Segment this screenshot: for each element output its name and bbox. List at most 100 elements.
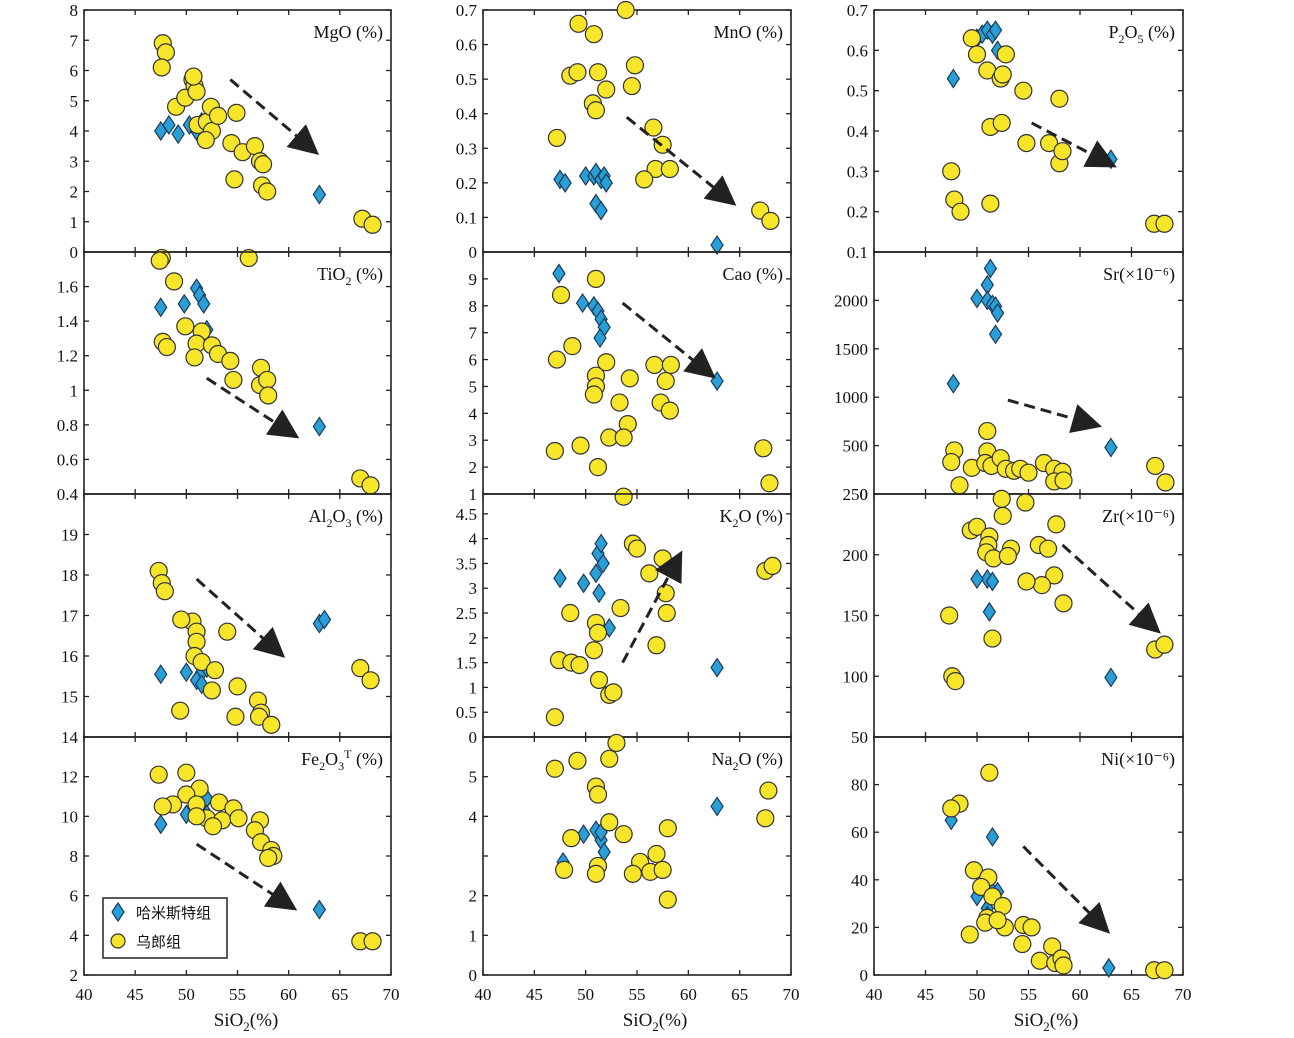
legend-label-diamond: 哈米斯特组: [136, 904, 211, 922]
data-point-circle: [942, 452, 961, 472]
data-point-circle: [224, 370, 243, 390]
data-point-circle: [600, 813, 619, 832]
data-point-circle: [205, 661, 225, 680]
data-point-circle: [647, 844, 666, 864]
legend-box: [102, 897, 228, 959]
y-tick-label: 6: [70, 62, 79, 81]
legend-label-circle: 乌郎组: [136, 933, 181, 951]
data-point-circle: [156, 43, 175, 62]
y-tick-label: 3.5: [456, 554, 477, 573]
data-point-circle: [1019, 463, 1038, 482]
y-tick-label: 0: [860, 485, 869, 504]
data-point-circle: [951, 202, 970, 221]
x-tick-label: 45: [127, 985, 144, 1004]
y-tick-label: 80: [851, 776, 868, 795]
data-point-circle: [202, 681, 222, 700]
data-point-circle: [614, 428, 633, 447]
x-tick-label: 40: [475, 985, 492, 1004]
data-point-circle: [569, 14, 588, 33]
data-point-circle: [588, 623, 608, 642]
data-point-diamond: [592, 583, 606, 604]
data-point-circle: [759, 781, 778, 800]
data-point-circle: [568, 63, 587, 82]
y-tick-label: 1000: [834, 388, 868, 407]
data-point-circle: [203, 817, 223, 836]
data-point-circle: [1013, 934, 1032, 954]
y-tick-label: 0.8: [57, 416, 78, 435]
data-point-circle: [964, 861, 984, 880]
panel-frame: [482, 9, 792, 253]
panel-label: K2O (%): [720, 506, 783, 530]
panel-5: 1 2 3 4 5 6 7 8 9 Cao (%): [469, 251, 792, 506]
panel-2: 0 0.1 0.2 0.3 0.4 0.5 0.6 0.7 MnO (%): [456, 0, 792, 262]
panel-frame: [873, 9, 1184, 253]
y-tick-label: 0.7: [456, 1, 478, 20]
data-point-circle: [1155, 214, 1174, 233]
data-point-circle: [262, 715, 281, 734]
y-tick-label: 0.4: [57, 485, 79, 504]
data-point-diamond: [985, 571, 1000, 592]
x-tick-label: 60: [680, 985, 697, 1004]
data-point-circle: [221, 351, 240, 370]
data-point-diamond: [154, 664, 168, 685]
data-point-circle: [1054, 471, 1073, 490]
y-tick-label: 2: [469, 458, 478, 477]
data-point-circle: [644, 118, 663, 137]
data-point-circle: [258, 370, 277, 390]
data-point-circle: [1053, 142, 1072, 161]
data-point-circle: [640, 564, 659, 583]
data-point-circle: [363, 932, 382, 951]
data-point-circle: [192, 652, 211, 672]
data-point-diamond: [1104, 437, 1118, 458]
data-point-diamond: [177, 293, 192, 314]
legend-diamond-marker: [111, 901, 125, 923]
data-point-diamond: [558, 172, 572, 193]
data-point-circle: [588, 63, 608, 82]
y-tick-label: 14: [61, 728, 79, 747]
data-point-diamond: [179, 662, 194, 683]
y-tick-label: 0.3: [456, 139, 477, 158]
data-point-circle: [196, 130, 215, 150]
data-point-circle: [610, 393, 629, 412]
data-point-circle: [760, 474, 779, 493]
legend: 哈米斯特组 乌郎组: [102, 897, 228, 959]
y-tick-label: 1.4: [57, 312, 79, 331]
data-point-circle: [988, 911, 1007, 930]
panel-label: Fe2O3T (%): [301, 747, 383, 773]
data-point-circle: [597, 353, 616, 372]
y-tick-label: 1: [469, 485, 478, 504]
data-point-circle: [551, 285, 571, 305]
data-point-diamond: [599, 172, 613, 193]
data-point-circle: [1146, 456, 1165, 476]
data-point-circle: [152, 58, 171, 77]
y-tick-label: 0.5: [847, 82, 868, 101]
data-point-diamond: [197, 293, 211, 314]
data-point-circle: [600, 749, 619, 768]
data-point-circle: [164, 272, 184, 291]
data-point-circle: [584, 385, 603, 404]
data-point-diamond: [171, 123, 185, 145]
y-tick-label: 5: [469, 768, 478, 787]
y-tick-label: 20: [851, 918, 868, 937]
data-point-circle: [547, 350, 567, 369]
y-tick-label: 4: [70, 122, 79, 141]
data-point-diamond: [154, 297, 168, 318]
y-tick-label: 4: [469, 530, 478, 549]
y-tick-label: 1: [469, 926, 478, 945]
panel-label: Al2O3 (%): [309, 506, 384, 530]
data-point-circle: [756, 809, 775, 828]
data-point-circle: [245, 137, 264, 156]
data-point-circle: [184, 67, 203, 86]
data-point-diamond: [596, 553, 610, 574]
data-point-circle: [992, 113, 1011, 133]
y-tick-label: 5: [70, 92, 79, 111]
trend-arrow: [1007, 398, 1103, 434]
data-point-circle: [176, 317, 195, 336]
panel-frame: [83, 9, 392, 253]
data-point-circle: [998, 546, 1018, 566]
panel-label: Cao (%): [723, 264, 784, 285]
y-tick-label: 3: [469, 579, 478, 598]
data-point-circle: [187, 807, 206, 826]
data-point-circle: [960, 925, 979, 944]
